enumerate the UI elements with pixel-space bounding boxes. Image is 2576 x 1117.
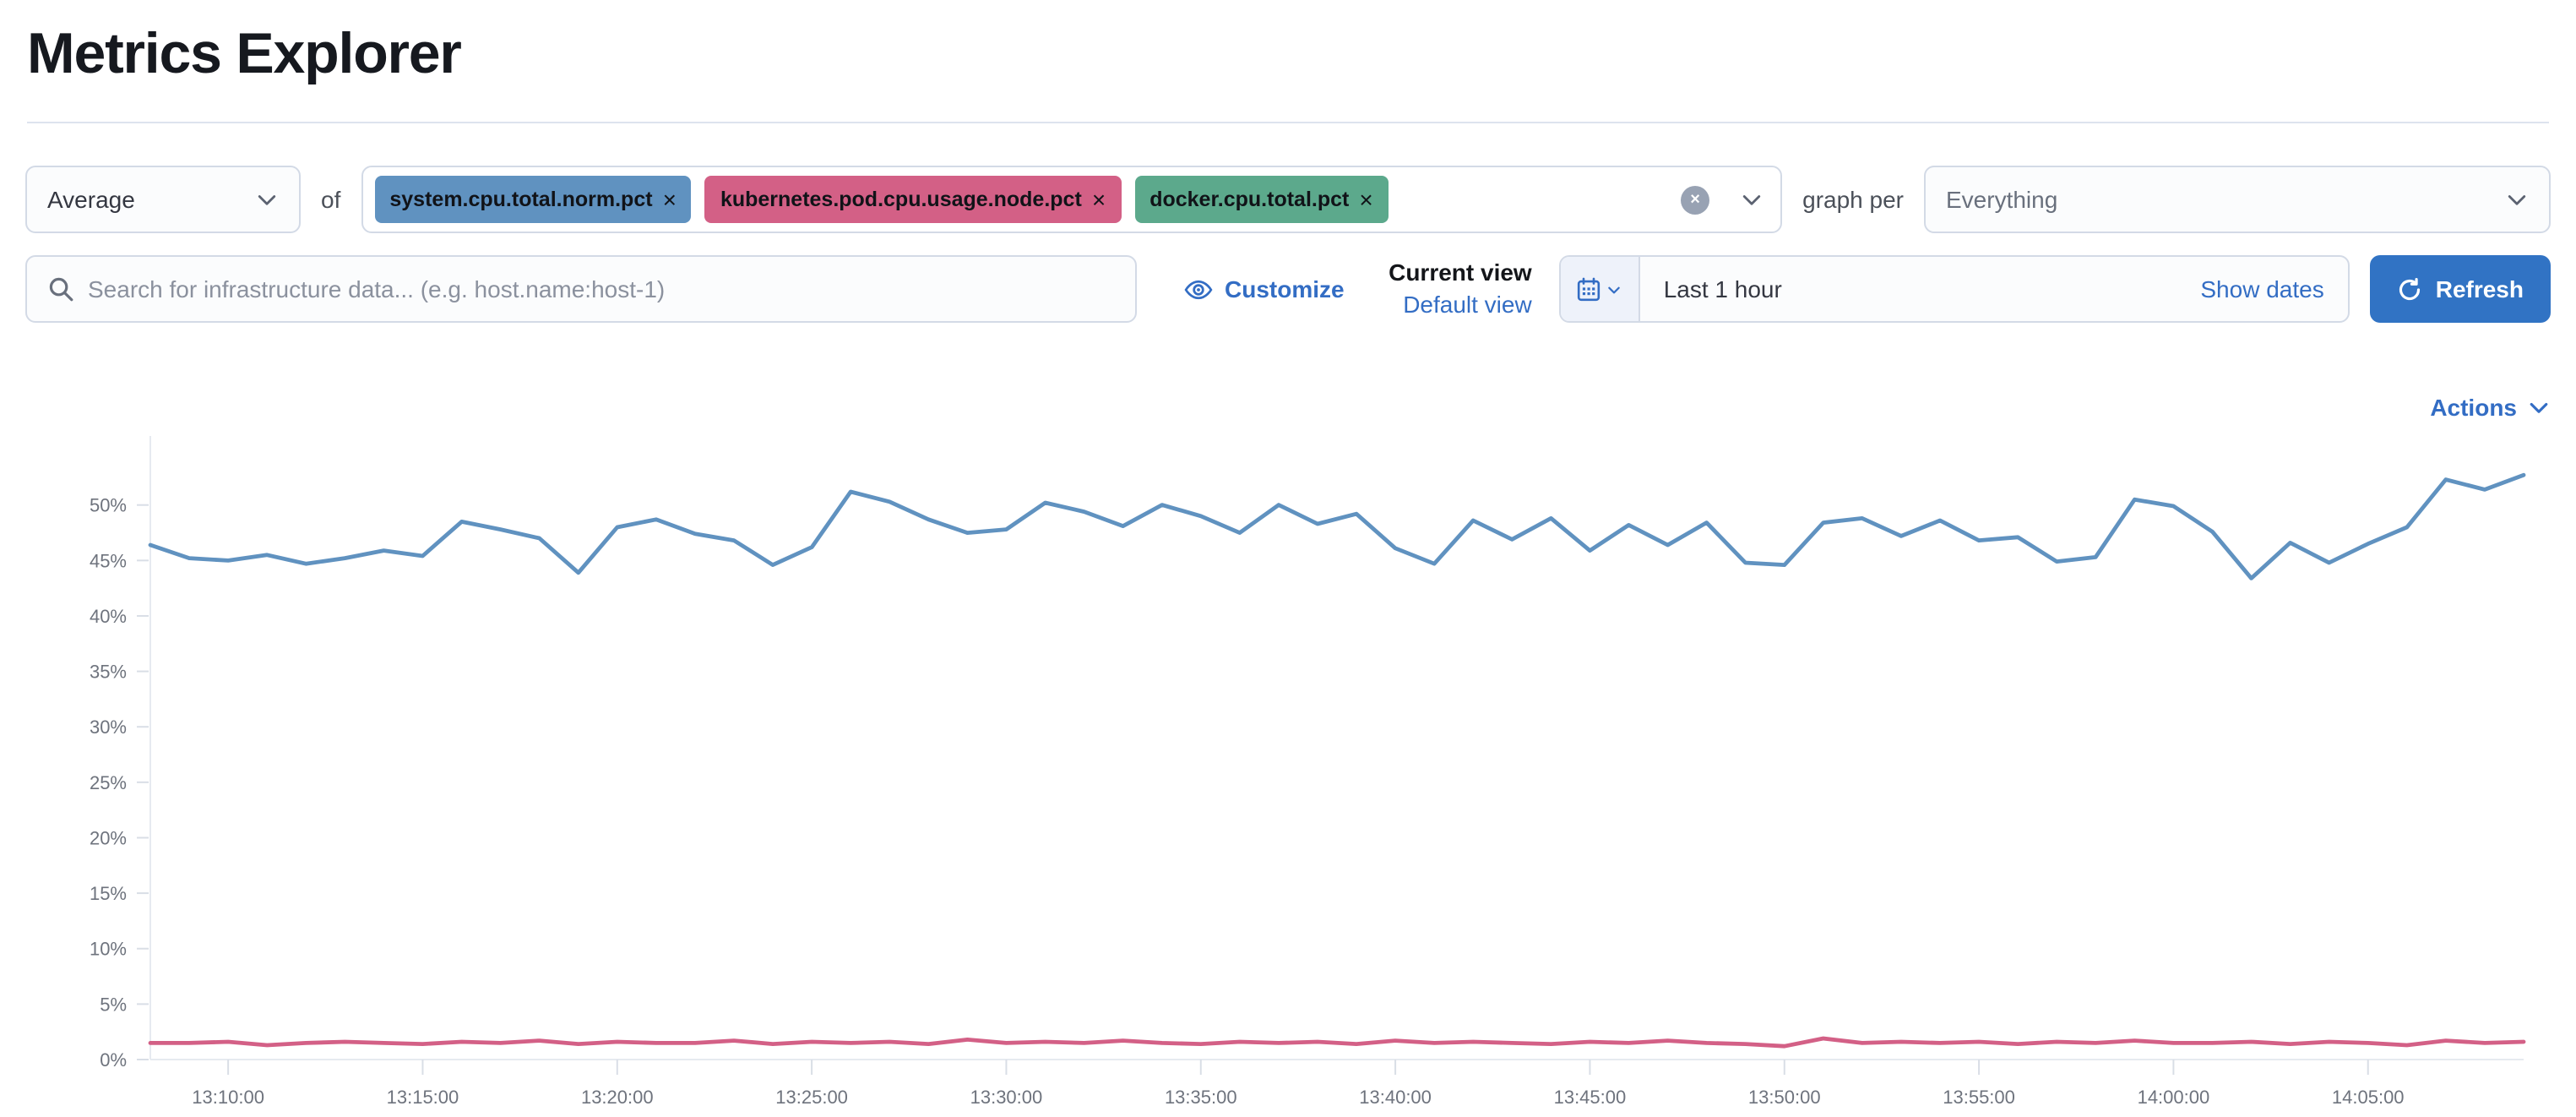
chart-header: Actions bbox=[0, 390, 2576, 424]
y-tick-label: 30% bbox=[90, 717, 127, 738]
page-title: Metrics Explorer bbox=[27, 22, 462, 86]
actions-menu-button[interactable]: Actions bbox=[2430, 394, 2551, 421]
customize-button[interactable]: Customize bbox=[1184, 275, 1345, 303]
time-range-value[interactable]: Last 1 hour bbox=[1663, 275, 1782, 302]
x-tick-label: 14:00:00 bbox=[2138, 1087, 2210, 1108]
show-dates-button[interactable]: Show dates bbox=[2200, 275, 2324, 302]
x-tick-label: 13:15:00 bbox=[387, 1087, 459, 1108]
remove-metric-icon[interactable]: × bbox=[1091, 186, 1106, 213]
y-tick-label: 25% bbox=[90, 772, 127, 793]
metric-chip: system.cpu.total.norm.pct × bbox=[374, 176, 692, 223]
customize-label: Customize bbox=[1225, 275, 1345, 302]
metric-toolbar: Average of system.cpu.total.norm.pct × k… bbox=[0, 166, 2576, 233]
x-tick-label: 13:30:00 bbox=[970, 1087, 1043, 1108]
metric-chip-label: kubernetes.pod.cpu.usage.node.pct bbox=[720, 188, 1082, 211]
y-tick-label: 15% bbox=[90, 883, 127, 904]
actions-label: Actions bbox=[2430, 394, 2517, 421]
chevron-down-icon bbox=[2505, 188, 2529, 211]
chart-plot-area[interactable] bbox=[150, 433, 2524, 1060]
graph-per-label: graph per bbox=[1802, 186, 1904, 213]
chevron-down-icon bbox=[255, 188, 279, 211]
metrics-combobox[interactable]: system.cpu.total.norm.pct × kubernetes.p… bbox=[361, 166, 1783, 233]
chevron-down-icon bbox=[1607, 281, 1622, 297]
of-label: of bbox=[321, 186, 341, 213]
y-tick-label: 0% bbox=[100, 1049, 127, 1071]
x-tick-label: 13:25:00 bbox=[775, 1087, 848, 1108]
view-name-link[interactable]: Default view bbox=[1403, 291, 1532, 318]
date-picker: Last 1 hour Show dates bbox=[1558, 255, 2350, 323]
metric-chip-label: system.cpu.total.norm.pct bbox=[389, 188, 653, 211]
x-tick-label: 13:55:00 bbox=[1943, 1087, 2015, 1108]
x-tick-label: 13:35:00 bbox=[1165, 1087, 1237, 1108]
y-tick-label: 35% bbox=[90, 662, 127, 683]
search-input[interactable]: Search for infrastructure data... (e.g. … bbox=[25, 255, 1137, 323]
y-tick-label: 10% bbox=[90, 939, 127, 960]
search-icon bbox=[47, 275, 74, 302]
search-placeholder: Search for infrastructure data... (e.g. … bbox=[88, 275, 666, 302]
metrics-chart: 0% 5% 10% 15% 20% 25% 30% 35% 40% 45% 50% 13:10:00 1… bbox=[0, 433, 2576, 1117]
aggregation-select[interactable]: Average bbox=[25, 166, 301, 233]
x-tick-label: 13:50:00 bbox=[1748, 1087, 1821, 1108]
refresh-label: Refresh bbox=[2435, 275, 2524, 302]
page-header: Metrics Explorer bbox=[0, 0, 2576, 123]
metric-chip: docker.cpu.total.pct × bbox=[1134, 176, 1389, 223]
remove-metric-icon[interactable]: × bbox=[662, 186, 677, 213]
y-tick-label: 40% bbox=[90, 606, 127, 627]
view-switcher: Current view Default view bbox=[1389, 257, 1532, 321]
x-tick-label: 13:10:00 bbox=[192, 1087, 264, 1108]
refresh-icon bbox=[2397, 276, 2422, 302]
chevron-down-icon[interactable] bbox=[1740, 188, 1764, 211]
query-toolbar: Search for infrastructure data... (e.g. … bbox=[0, 255, 2576, 323]
series-line-kubernetes.pod.cpu.usage.node.pct bbox=[148, 1036, 2526, 1049]
group-by-select[interactable]: Everything bbox=[1924, 166, 2551, 233]
calendar-icon bbox=[1577, 276, 1602, 302]
x-tick-label: 13:20:00 bbox=[581, 1087, 654, 1108]
y-tick-label: 50% bbox=[90, 495, 127, 516]
quick-select-button[interactable] bbox=[1560, 257, 1640, 321]
remove-metric-icon[interactable]: × bbox=[1359, 186, 1373, 213]
header-divider bbox=[27, 122, 2549, 123]
y-tick-label: 5% bbox=[100, 994, 127, 1015]
current-view-label: Current view bbox=[1389, 259, 1532, 286]
x-tick-label: 14:05:00 bbox=[2332, 1087, 2405, 1108]
metric-chip: kubernetes.pod.cpu.usage.node.pct × bbox=[704, 176, 1122, 223]
chevron-down-icon bbox=[2527, 395, 2551, 419]
x-tick-label: 13:45:00 bbox=[1554, 1087, 1627, 1108]
x-tick-label: 13:40:00 bbox=[1359, 1087, 1432, 1108]
clear-metrics-button[interactable]: × bbox=[1681, 185, 1710, 214]
group-by-value: Everything bbox=[1946, 186, 2058, 213]
y-tick-label: 45% bbox=[90, 550, 127, 571]
y-tick-label: 20% bbox=[90, 827, 127, 848]
metric-chip-label: docker.cpu.total.pct bbox=[1149, 188, 1350, 211]
aggregation-value: Average bbox=[47, 186, 135, 213]
refresh-button[interactable]: Refresh bbox=[2369, 255, 2551, 323]
eye-icon bbox=[1184, 275, 1213, 303]
metrics-line-chart[interactable]: 0% 5% 10% 15% 20% 25% 30% 35% 40% 45% 50% 13:10:00 1… bbox=[0, 433, 2576, 1109]
series-line-system.cpu.total.norm.pct bbox=[148, 472, 2526, 580]
